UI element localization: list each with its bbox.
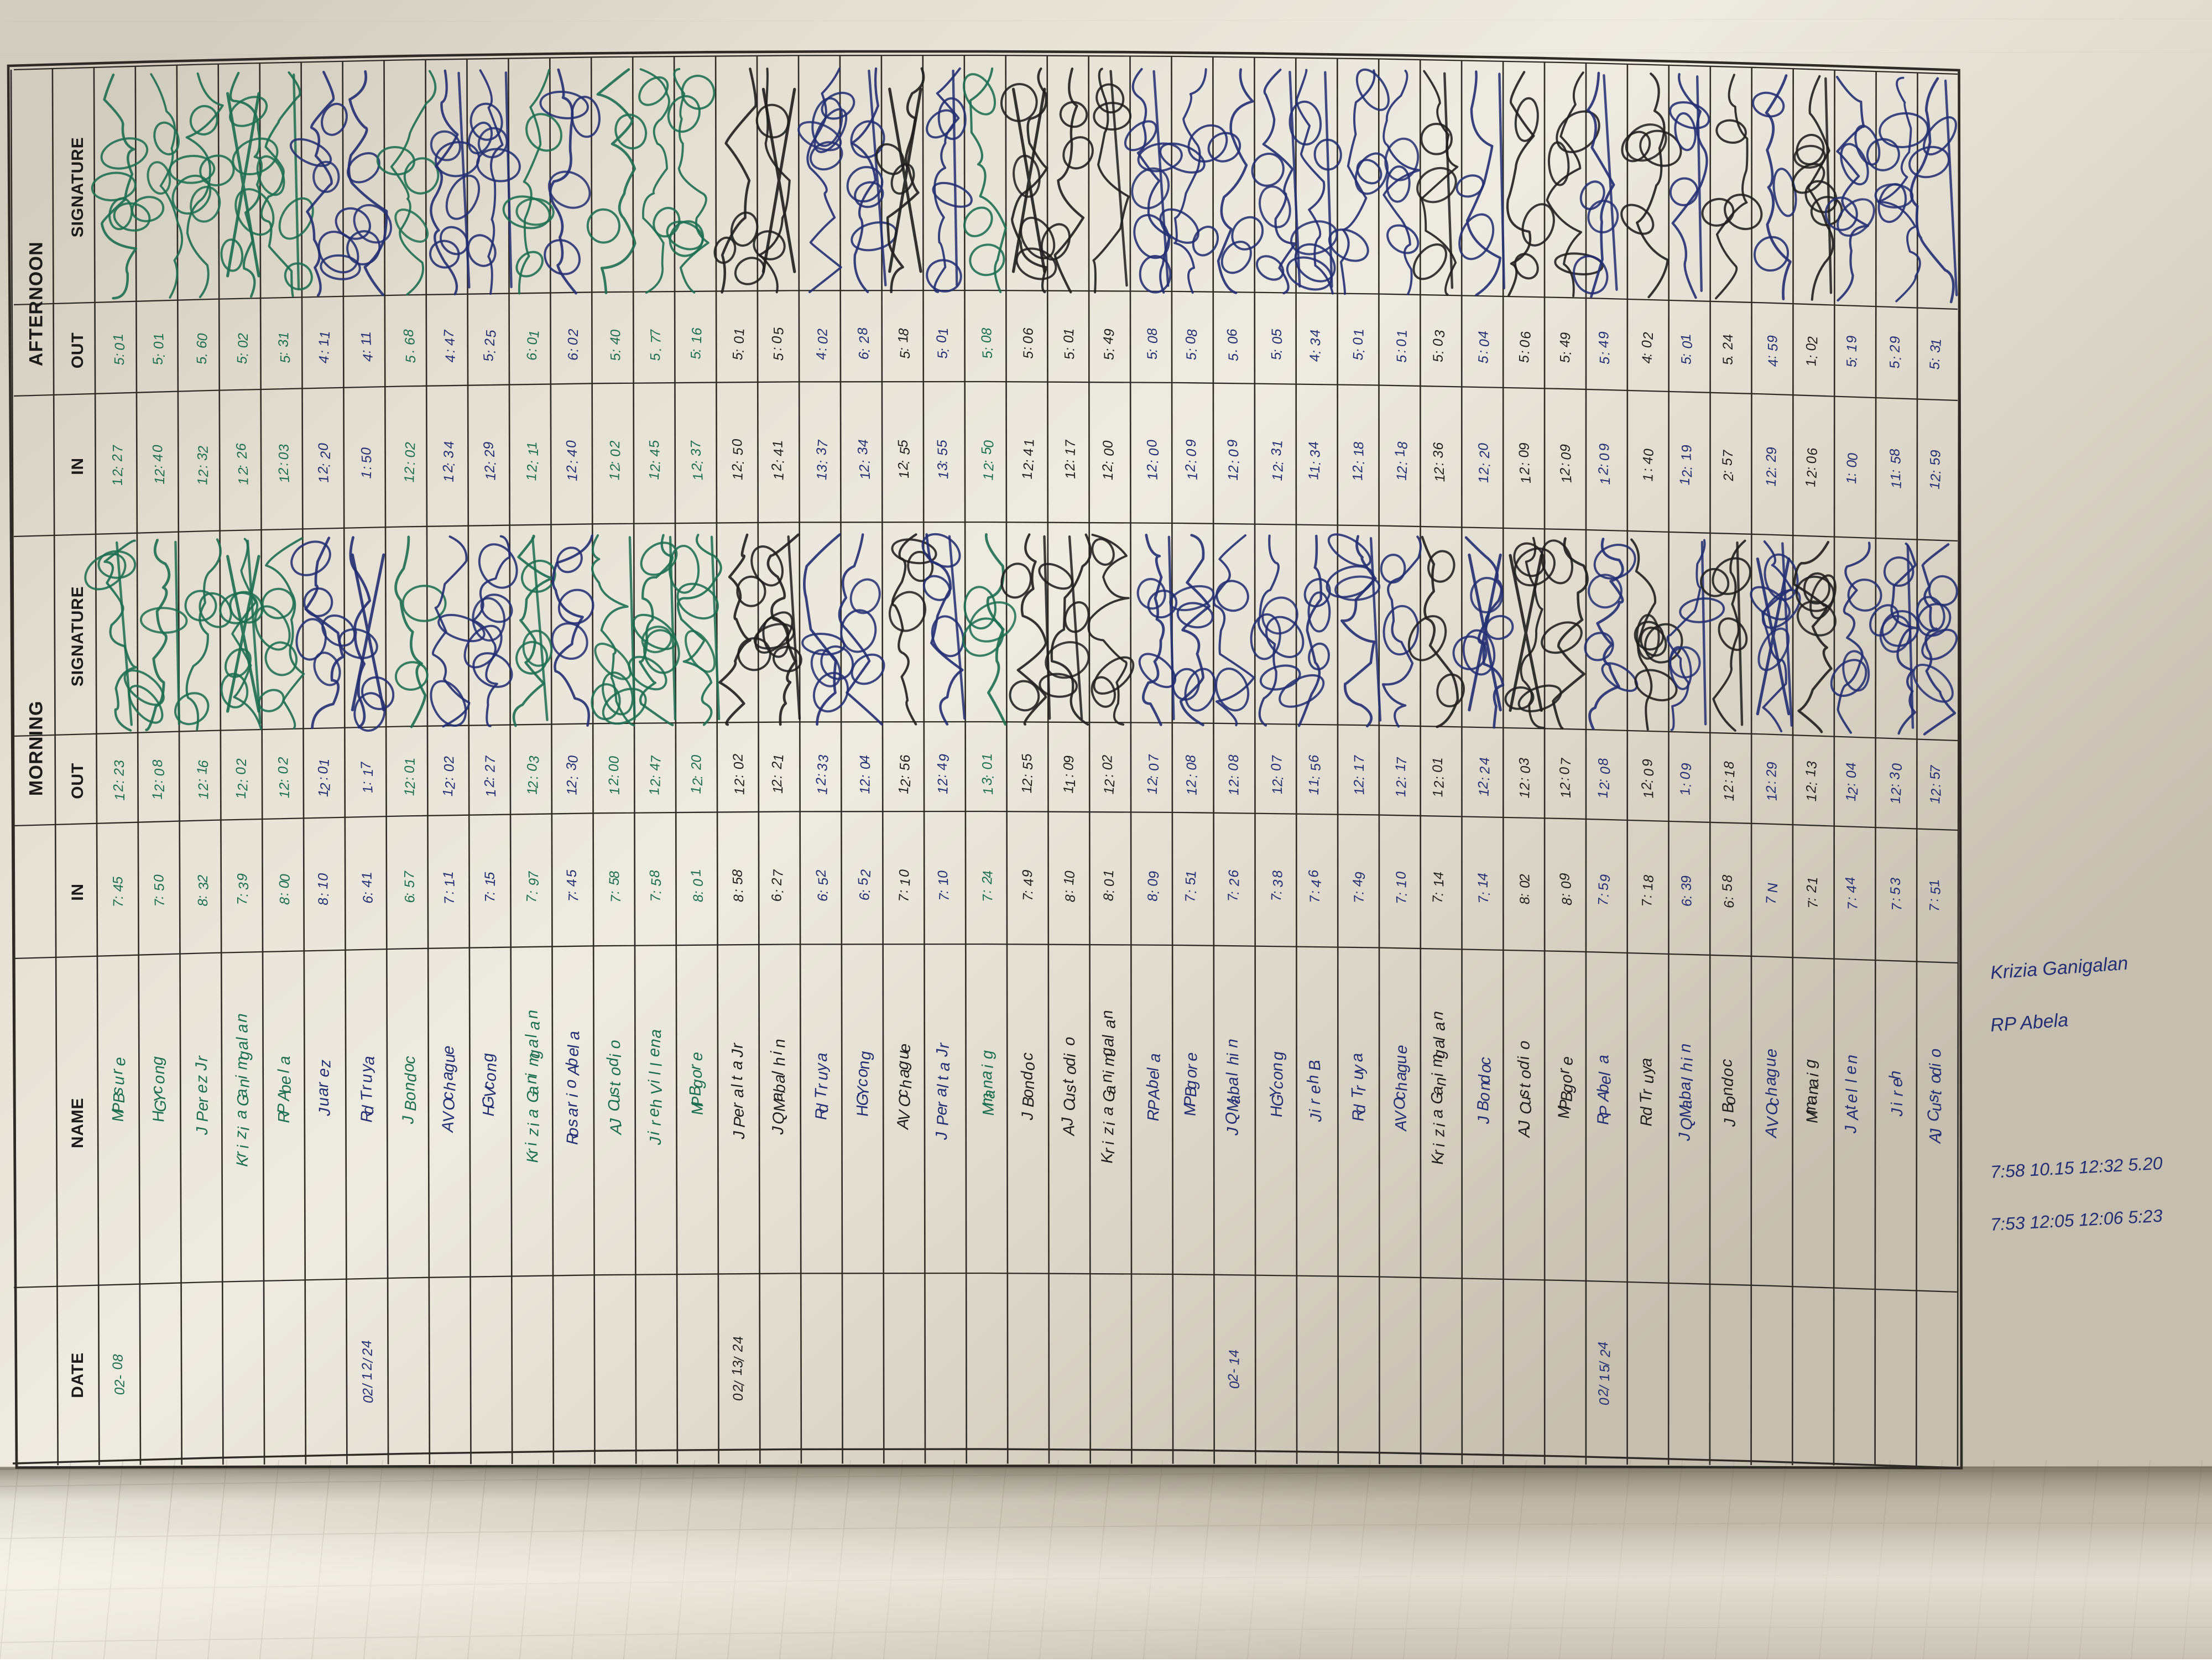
svg-text:IN: IN: [69, 457, 87, 475]
svg-text:4: 4: [564, 878, 580, 888]
svg-text:5: 5: [1019, 753, 1035, 762]
svg-text:AFTERNOON: AFTERNOON: [25, 241, 46, 366]
svg-text:2: 2: [813, 869, 830, 878]
svg-text:2: 2: [1431, 780, 1447, 789]
svg-text:9: 9: [1679, 444, 1695, 454]
svg-text:0: 0: [233, 766, 249, 775]
svg-text:1: 1: [316, 475, 332, 484]
svg-text:1: 1: [151, 332, 167, 341]
svg-text:DATE: DATE: [69, 1352, 87, 1398]
svg-text:0: 0: [1146, 762, 1162, 772]
svg-text:SIGNATURE: SIGNATURE: [69, 586, 87, 687]
svg-text:SIGNATURE: SIGNATURE: [69, 137, 87, 238]
svg-text:1: 1: [688, 868, 704, 878]
svg-text:2: 2: [1721, 784, 1737, 794]
svg-text:OUT: OUT: [69, 763, 87, 799]
svg-text:0: 0: [1144, 439, 1160, 448]
svg-text:MORNING: MORNING: [25, 700, 46, 796]
svg-text:1: 1: [1678, 452, 1694, 462]
svg-text:8: 8: [1887, 448, 1903, 457]
svg-text:9: 9: [1516, 442, 1532, 451]
svg-text:OUT: OUT: [69, 332, 87, 369]
svg-text:9: 9: [1678, 874, 1694, 884]
svg-text:0: 0: [1394, 338, 1410, 347]
svg-text:4: 4: [1720, 334, 1736, 343]
svg-text:4: 4: [935, 762, 951, 771]
svg-text:8: 8: [1595, 757, 1611, 767]
svg-text:1: 1: [109, 477, 126, 487]
svg-text:2: 2: [109, 453, 126, 462]
svg-text:NAME: NAME: [69, 1098, 87, 1149]
svg-text:9: 9: [1764, 446, 1780, 456]
svg-text:9: 9: [1061, 754, 1077, 764]
svg-text:IN: IN: [69, 883, 87, 901]
svg-text:1: 1: [690, 472, 706, 481]
svg-text:1: 1: [1927, 879, 1943, 888]
